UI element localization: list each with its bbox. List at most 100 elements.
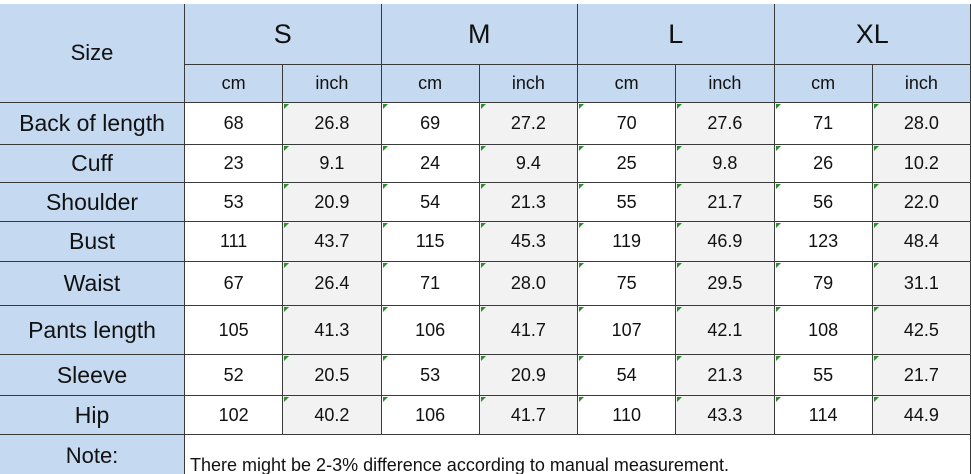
value-cell: 42.5 xyxy=(872,306,971,355)
unit-header: inch xyxy=(872,65,971,103)
value-cell: 106 xyxy=(381,306,480,355)
row-label: Hip xyxy=(0,396,185,435)
value-cell: 20.9 xyxy=(479,355,578,396)
value-cell: 40.2 xyxy=(283,396,382,435)
cell-marker xyxy=(775,356,781,361)
size-header: XL xyxy=(774,4,971,65)
value-cell: 27.6 xyxy=(676,103,775,145)
value-cell: 41.7 xyxy=(479,396,578,435)
cell-marker xyxy=(873,146,879,151)
value-cell: 31.1 xyxy=(872,262,971,306)
cell-marker xyxy=(480,184,486,189)
cell-marker xyxy=(677,356,683,361)
value-cell: 102 xyxy=(185,396,284,435)
value-cell: 9.1 xyxy=(283,145,382,183)
value-cell: 68 xyxy=(185,103,284,145)
unit-header: inch xyxy=(479,65,578,103)
cell-marker xyxy=(284,184,290,189)
value-cell: 22.0 xyxy=(872,183,971,222)
size-header: L xyxy=(578,4,775,65)
row-label: Bust xyxy=(0,222,185,262)
value-cell: 71 xyxy=(774,103,873,145)
unit-header: cm xyxy=(774,65,873,103)
cell-marker xyxy=(480,223,486,228)
value-cell: 111 xyxy=(185,222,284,262)
cell-marker xyxy=(480,307,486,312)
value-cell: 67 xyxy=(185,262,284,306)
cell-marker xyxy=(677,223,683,228)
value-cell: 114 xyxy=(774,396,873,435)
value-cell: 29.5 xyxy=(676,262,775,306)
cell-marker xyxy=(677,263,683,268)
cell-marker xyxy=(873,184,879,189)
value-cell: 119 xyxy=(578,222,677,262)
cell-marker xyxy=(382,146,388,151)
value-cell: 27.2 xyxy=(479,103,578,145)
value-cell: 107 xyxy=(578,306,677,355)
value-cell: 110 xyxy=(578,396,677,435)
value-cell: 20.5 xyxy=(283,355,382,396)
cell-marker xyxy=(579,307,584,312)
value-cell: 41.7 xyxy=(479,306,578,355)
value-cell: 106 xyxy=(381,396,480,435)
value-cell: 44.9 xyxy=(872,396,971,435)
value-cell: 21.7 xyxy=(872,355,971,396)
value-cell: 69 xyxy=(381,103,480,145)
value-cell: 55 xyxy=(578,183,677,222)
value-cell: 21.3 xyxy=(479,183,578,222)
cell-marker xyxy=(382,104,388,109)
value-cell: 53 xyxy=(381,355,480,396)
cell-marker xyxy=(382,397,388,402)
cell-marker xyxy=(284,307,290,312)
cell-marker xyxy=(382,223,388,228)
cell-marker xyxy=(382,184,388,189)
cell-marker xyxy=(382,356,388,361)
cell-marker xyxy=(284,223,290,228)
cell-marker xyxy=(775,307,781,312)
value-cell: 52 xyxy=(185,355,284,396)
row-label: Pants length xyxy=(0,306,185,355)
value-cell: 23 xyxy=(185,145,284,183)
value-cell: 123 xyxy=(774,222,873,262)
value-cell: 48.4 xyxy=(872,222,971,262)
note-label: Note: xyxy=(0,435,185,474)
value-cell: 115 xyxy=(381,222,480,262)
cell-marker xyxy=(579,184,584,189)
cell-marker xyxy=(677,307,683,312)
value-cell: 21.7 xyxy=(676,183,775,222)
value-cell: 26 xyxy=(774,145,873,183)
cell-marker xyxy=(775,104,781,109)
value-cell: 24 xyxy=(381,145,480,183)
value-cell: 10.2 xyxy=(872,145,971,183)
cell-marker xyxy=(284,356,290,361)
value-cell: 108 xyxy=(774,306,873,355)
value-cell: 9.8 xyxy=(676,145,775,183)
unit-header: cm xyxy=(381,65,480,103)
cell-marker xyxy=(677,104,683,109)
value-cell: 54 xyxy=(381,183,480,222)
value-cell: 26.4 xyxy=(283,262,382,306)
value-cell: 25 xyxy=(578,145,677,183)
cell-marker xyxy=(873,356,879,361)
cell-marker xyxy=(480,397,486,402)
cell-marker xyxy=(480,146,486,151)
value-cell: 26.8 xyxy=(283,103,382,145)
value-cell: 41.3 xyxy=(283,306,382,355)
row-label: Sleeve xyxy=(0,355,185,396)
value-cell: 55 xyxy=(774,355,873,396)
value-cell: 45.3 xyxy=(479,222,578,262)
value-cell: 43.3 xyxy=(676,396,775,435)
cell-marker xyxy=(284,263,290,268)
value-cell: 28.0 xyxy=(479,262,578,306)
size-header: S xyxy=(185,4,382,65)
value-cell: 75 xyxy=(578,262,677,306)
cell-marker xyxy=(579,397,584,402)
cell-marker xyxy=(873,307,879,312)
cell-marker xyxy=(775,263,781,268)
cell-marker xyxy=(873,223,879,228)
cell-marker xyxy=(873,104,879,109)
cell-marker xyxy=(677,146,683,151)
cell-marker xyxy=(873,263,879,268)
value-cell: 71 xyxy=(381,262,480,306)
